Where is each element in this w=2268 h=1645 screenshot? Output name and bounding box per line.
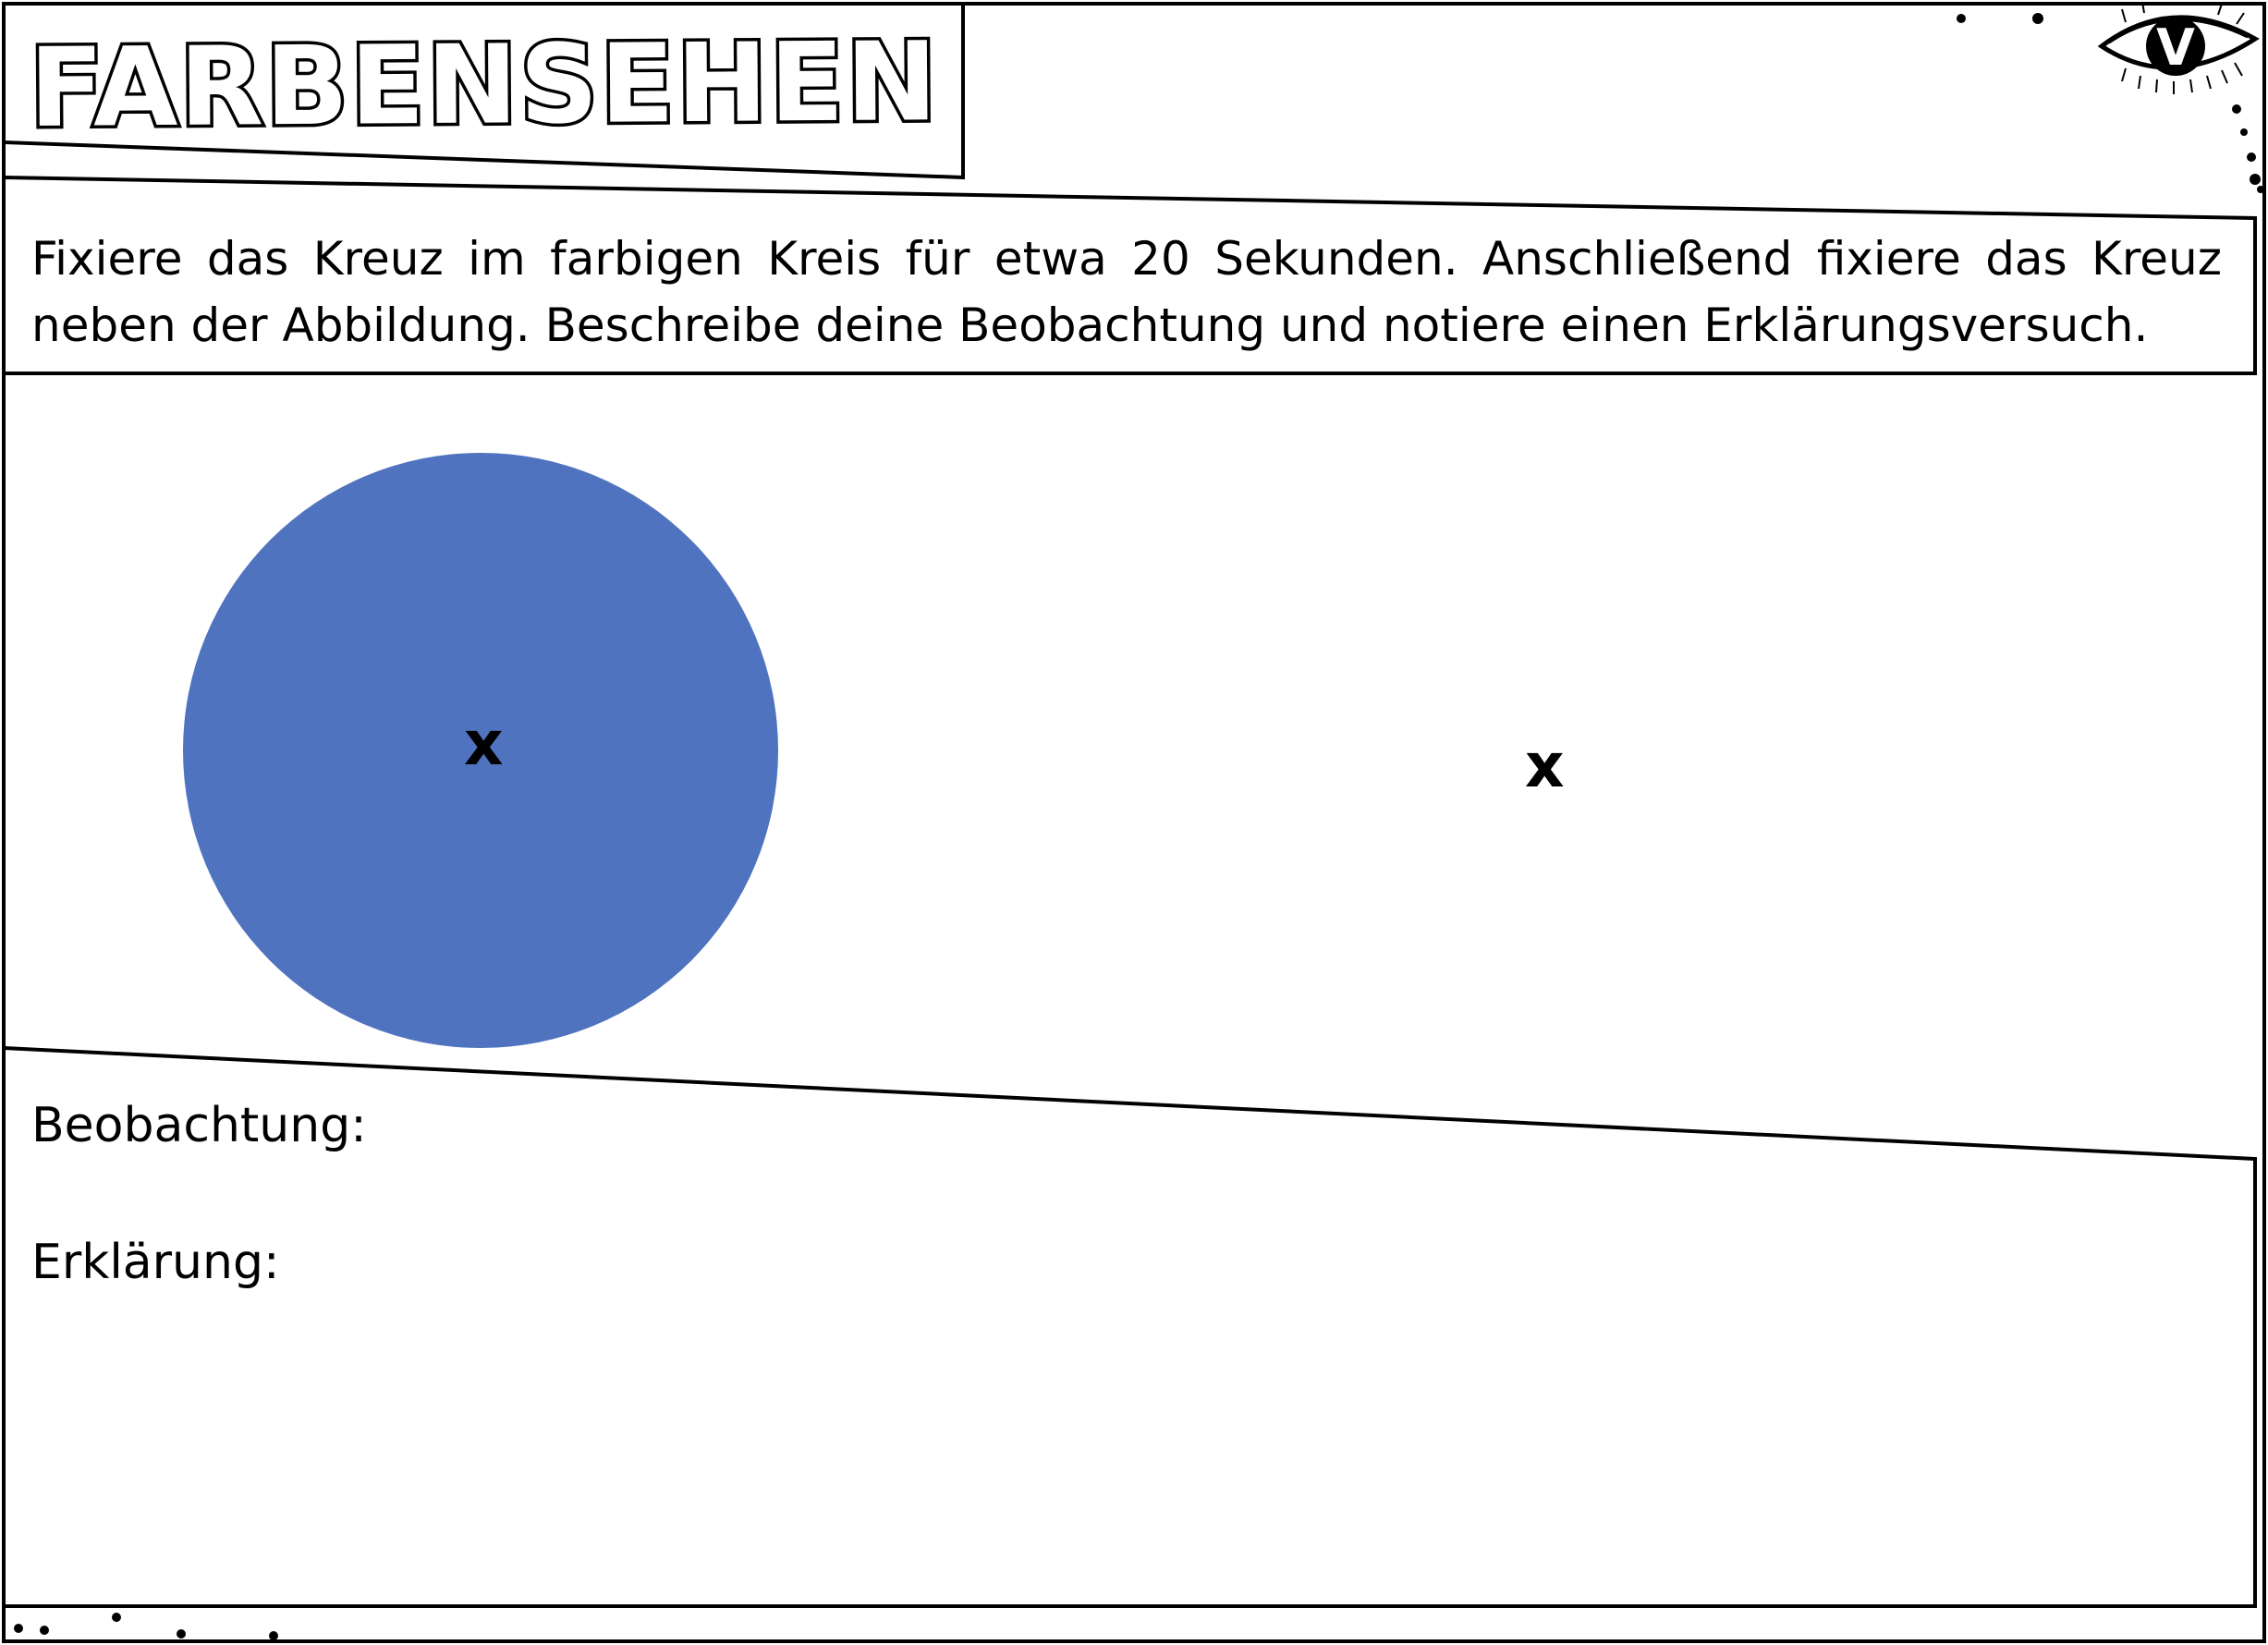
instruction-text: Fixiere das Kreuz im farbigen Kreis für … <box>31 232 2222 352</box>
colored-circle <box>183 453 778 1048</box>
title-box <box>1 2 965 180</box>
explanation-label: Erklärung: <box>31 1235 280 1290</box>
observation-label: Beobachtung: <box>31 1098 367 1153</box>
cross-beside-circle: x <box>1525 730 1565 801</box>
instruction-box <box>2 175 2257 375</box>
cross-in-circle: x <box>464 708 504 779</box>
decorative-dots <box>14 13 2264 1640</box>
page-title: FARBENSEHEN <box>29 18 939 152</box>
eye-icon: V <box>2097 1 2260 94</box>
badge-letter: V <box>2156 18 2195 77</box>
answer-box <box>3 1046 2257 1608</box>
